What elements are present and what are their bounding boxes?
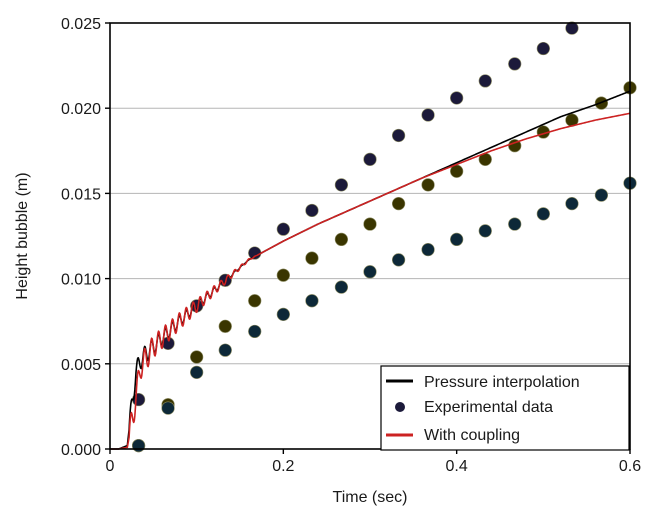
y-tick-label: 0.015 — [61, 186, 101, 203]
legend-swatch-experimental-data — [395, 402, 405, 412]
y-tick-label: 0.005 — [61, 357, 101, 374]
data-point — [392, 197, 406, 211]
x-tick-label: 0 — [106, 458, 115, 475]
data-point — [450, 232, 464, 247]
plot-frame — [109, 22, 631, 450]
y-axis-title: Height bubble (m) — [14, 172, 31, 299]
data-point — [478, 74, 492, 88]
data-point — [508, 57, 522, 71]
legend-label-experimental-data: Experimental data — [424, 399, 553, 416]
data-point — [594, 188, 609, 202]
data-point — [565, 197, 579, 211]
data-point — [276, 222, 290, 236]
data-point — [421, 108, 435, 122]
data-point — [248, 294, 262, 308]
x-tick-label: 0.4 — [446, 458, 468, 475]
data-point — [363, 152, 377, 166]
data-point — [363, 265, 377, 279]
legend-label-pressure-interpolation: Pressure interpolation — [424, 374, 580, 391]
x-axis-title: Time (sec) — [333, 489, 408, 506]
data-point — [190, 350, 204, 364]
ticks: 0.000 0.005 0.010 0.015 0.020 0.025 0 0.2 0.4 0.6 — [61, 16, 641, 475]
data-point — [334, 232, 349, 247]
y-tick-label: 0.010 — [61, 272, 101, 289]
grid-lines — [110, 107, 630, 365]
data-point — [392, 128, 406, 143]
data-point — [276, 268, 290, 282]
y-tick-label: 0.020 — [61, 101, 101, 118]
data-point — [478, 224, 492, 238]
x-tick-label: 0.6 — [619, 458, 641, 475]
data-point — [565, 21, 579, 35]
data-point — [536, 41, 550, 56]
y-tick-label: 0.000 — [61, 442, 101, 459]
data-point — [218, 343, 232, 357]
legend-box — [380, 365, 630, 451]
data-point — [450, 91, 464, 105]
data-point — [334, 178, 349, 192]
x-tick-label: 0.2 — [272, 458, 294, 475]
legend: Pressure interpolation Experimental data… — [380, 365, 630, 451]
data-point — [132, 438, 146, 453]
data-point — [305, 294, 319, 308]
legend-label-with-coupling: With coupling — [424, 427, 520, 444]
data-point — [248, 324, 262, 339]
data-point — [392, 253, 406, 267]
data-point — [421, 178, 435, 192]
data-point — [421, 243, 435, 257]
series-line-with-coupling — [109, 112, 631, 450]
data-point — [305, 203, 319, 218]
data-point — [218, 319, 232, 333]
data-point — [508, 217, 522, 231]
series-layer — [109, 21, 637, 453]
y-tick-label: 0.025 — [61, 16, 101, 33]
data-point — [363, 217, 377, 231]
data-point — [276, 307, 290, 321]
data-point — [190, 365, 204, 379]
data-point — [334, 280, 349, 294]
data-point — [305, 251, 319, 265]
data-point — [161, 401, 175, 415]
data-point — [536, 207, 550, 221]
